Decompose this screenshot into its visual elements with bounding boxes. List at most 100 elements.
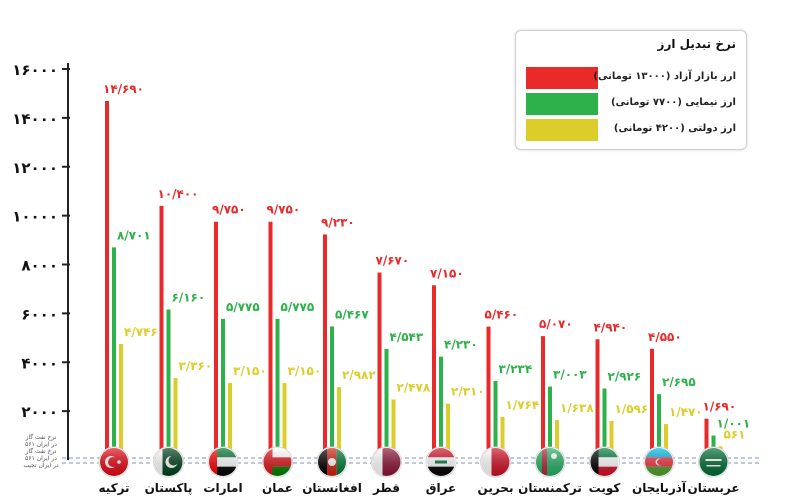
bar xyxy=(664,424,668,460)
bar xyxy=(159,205,164,460)
value-label: ۲/۹۸۲ xyxy=(342,368,376,382)
y-tick-label: ۲۰۰۰ xyxy=(21,403,58,421)
value-label: ۶/۱۶۰ xyxy=(172,290,206,304)
flag-icon xyxy=(534,446,566,478)
source-note-line: نرخ نفت گاز xyxy=(25,448,57,455)
category-labels: ترکیه پاکستان امارات عمان افغانستان قطر عراق بح… xyxy=(98,480,739,496)
value-label: ۲/۹۲۶ xyxy=(608,369,642,383)
value-label: ۴/۷۴۶ xyxy=(124,325,158,339)
flag-icon xyxy=(98,446,130,478)
value-label: ۱/۵۹۶ xyxy=(615,402,649,416)
bar xyxy=(275,318,280,460)
bar xyxy=(439,356,443,460)
value-label: ۲/۶۹۵ xyxy=(662,375,696,389)
bar xyxy=(555,419,559,460)
bar xyxy=(112,247,116,460)
bar xyxy=(214,221,218,460)
category-label: ترکمنستان xyxy=(518,481,582,495)
legend-item-government: ارز دولتی (۴۲۰۰ تومانی) xyxy=(526,119,736,143)
bar xyxy=(391,399,396,460)
legend-swatch-yellow xyxy=(526,119,598,141)
value-label: ۱۰/۴۰۰ xyxy=(158,187,199,201)
flag-icon xyxy=(153,446,184,478)
value-label: ۵/۴۶۰ xyxy=(485,308,519,322)
value-label: ۲/۳۱۰ xyxy=(451,385,485,399)
legend-title: نرخ تبدیل ارز xyxy=(657,37,736,51)
bar xyxy=(166,309,171,460)
value-label: ۴/۹۴۰ xyxy=(594,320,628,334)
value-label: ۹/۷۵۰ xyxy=(267,203,301,217)
bar xyxy=(657,394,661,460)
value-label: ۹/۷۵۰ xyxy=(212,203,246,217)
value-label: ۱/۴۷۰ xyxy=(669,405,703,419)
value-label: ۱/۶۹۰ xyxy=(703,400,737,414)
legend-item-nima: ارز نیمایی (۷۷۰۰ تومانی) xyxy=(526,93,736,117)
value-label: ۸/۷۰۱ xyxy=(117,228,151,242)
flag-icon xyxy=(698,446,729,478)
y-tick-label: ۴۰۰۰ xyxy=(21,354,58,372)
y-tick-label: ۱۲۰۰۰ xyxy=(12,159,58,177)
value-label: ۵۶۱ xyxy=(724,427,746,441)
value-label: ۳/۱۵۰ xyxy=(288,364,322,378)
bar xyxy=(541,336,545,460)
bar xyxy=(432,285,436,460)
y-tick-label: ۶۰۰۰ xyxy=(21,305,58,323)
legend-label: ارز دولتی (۴۲۰۰ تومانی) xyxy=(613,123,736,134)
legend-item-free-market: ارز بازار آزاد (۱۳۰۰۰ تومانی) xyxy=(526,67,736,91)
flag-icon xyxy=(425,446,457,478)
bar xyxy=(282,383,287,460)
source-note-line: در ایران ۵۶۱ xyxy=(25,441,57,448)
category-label: قطر xyxy=(372,481,400,495)
value-label: ۳/۲۳۴ xyxy=(499,362,533,376)
value-label: ۷/۶۷۰ xyxy=(376,254,410,268)
bar xyxy=(268,221,273,460)
category-label: بحرین xyxy=(478,481,514,495)
category-label: کویت xyxy=(589,481,621,496)
bar xyxy=(602,388,607,460)
flag-icon xyxy=(262,446,293,478)
category-label: عراق xyxy=(426,481,457,495)
category-label: عمان xyxy=(262,481,293,495)
legend-label: ارز بازار آزاد (۱۳۰۰۰ تومانی) xyxy=(593,71,736,82)
y-tick-label: ۱۶۰۰۰ xyxy=(12,61,58,79)
value-label: ۳/۳۶۰ xyxy=(179,359,213,373)
value-label: ۴/۵۴۳ xyxy=(390,330,424,344)
category-label: پاکستان xyxy=(145,481,193,495)
value-label: ۴/۲۳۰ xyxy=(444,338,478,352)
legend-swatch-red xyxy=(526,67,598,89)
bar xyxy=(650,348,654,460)
value-label: ۱۴/۶۹۰ xyxy=(103,82,144,96)
source-note-line: در ایران تجیب xyxy=(23,462,59,469)
legend-swatch-green xyxy=(526,93,598,115)
value-label: ۵/۰۷۰ xyxy=(539,317,573,331)
flag-icon xyxy=(316,446,348,478)
category-label: آذربایجان xyxy=(632,480,687,495)
value-label: ۵/۷۷۵ xyxy=(226,300,260,314)
flag-icon xyxy=(480,446,511,478)
bars xyxy=(105,101,723,460)
source-note-line: نرخ نفت گاز xyxy=(25,434,57,441)
y-tick-label: ۱۰۰۰۰ xyxy=(12,208,58,226)
category-label: عربستان xyxy=(687,481,739,495)
value-label: ۵/۴۶۷ xyxy=(335,307,369,321)
value-label: ۳/۱۵۰ xyxy=(233,364,267,378)
value-labels: ۱۴/۶۹۰ ۸/۷۰۱ ۴/۷۴۶ ۱۰/۴۰۰ ۶/۱۶۰ ۳/۳۶۰ ۹/۷۵۰ ۵/۷… xyxy=(103,82,750,441)
bar xyxy=(377,272,382,460)
source-note: نرخ نفت گاز در ایران ۵۶۱ نرخ نفت گاز در … xyxy=(6,434,76,469)
bar xyxy=(486,326,491,460)
flag-icon xyxy=(371,446,402,478)
value-label: ۲/۴۷۸ xyxy=(397,380,431,394)
legend-label: ارز نیمایی (۷۷۰۰ تومانی) xyxy=(611,97,736,108)
category-label: افغانستان xyxy=(302,481,362,495)
country-flags xyxy=(98,446,729,478)
value-label: ۱/۷۶۴ xyxy=(506,398,540,412)
value-label: ۹/۲۳۰ xyxy=(321,215,355,229)
value-label: ۳/۰۰۳ xyxy=(553,368,587,382)
bar xyxy=(548,386,552,460)
legend: نرخ تبدیل ارز ارز بازار آزاد (۱۳۰۰۰ توما… xyxy=(515,30,747,150)
value-label: ۴/۵۵۰ xyxy=(648,330,682,344)
bar xyxy=(500,416,505,460)
y-tick-label: ۱۴۰۰۰ xyxy=(12,110,58,128)
